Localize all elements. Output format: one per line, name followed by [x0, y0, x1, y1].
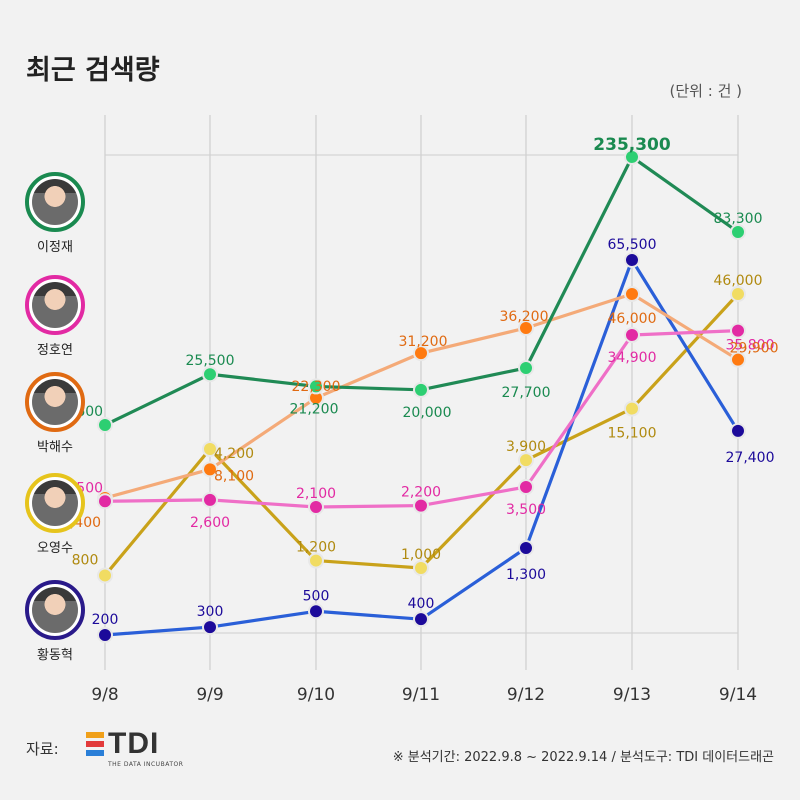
page-title: 최근 검색량 [26, 55, 160, 86]
data-label: 29,900 [730, 341, 779, 357]
data-label: 27,700 [502, 385, 551, 401]
data-point [518, 540, 534, 556]
data-point [624, 400, 640, 417]
data-point [202, 461, 218, 478]
data-label: 46,000 [608, 311, 657, 327]
data-point [202, 619, 218, 636]
avatar-photo-icon [25, 473, 85, 533]
logo-subtitle: THE DATA INCUBATOR [108, 761, 184, 768]
data-point [518, 452, 534, 469]
data-label: 46,000 [714, 273, 763, 289]
avatar-photo-icon [25, 372, 85, 432]
data-point [308, 603, 324, 620]
source-label: 자료: [26, 740, 59, 758]
data-label: 2,200 [401, 485, 441, 501]
avatar-2: 정호연 [22, 275, 88, 358]
data-point [518, 360, 534, 376]
data-point [97, 627, 113, 643]
data-point [730, 322, 746, 339]
data-point [730, 224, 746, 240]
data-label: 22,300 [292, 379, 341, 395]
data-point [97, 493, 113, 510]
data-label: 83,300 [714, 211, 763, 227]
data-label: 35,800 [726, 338, 775, 354]
data-point [308, 499, 324, 515]
logo-text: TDI [108, 727, 160, 760]
data-point [624, 252, 640, 268]
x-tick-label: 9/10 [297, 685, 335, 705]
data-label: 15,100 [608, 426, 657, 442]
avatar-1: 이정재 [22, 172, 88, 255]
data-point [518, 479, 534, 495]
data-label: 3,500 [506, 502, 546, 518]
data-label: 1,000 [401, 547, 441, 563]
data-label: 1,300 [506, 567, 546, 583]
data-label: 2,100 [296, 486, 336, 502]
analysis-note: ※ 분석기간: 2022.9.8 ~ 2022.9.14 / 분석도구: TDI… [392, 750, 774, 765]
x-tick-label: 9/9 [196, 685, 223, 705]
data-point [202, 441, 218, 457]
data-point [413, 611, 429, 628]
data-label: 200 [92, 612, 119, 628]
data-label: 36,200 [500, 309, 549, 325]
data-point [202, 491, 218, 508]
data-point [97, 417, 113, 433]
data-label: 20,000 [403, 405, 452, 421]
data-point [97, 567, 113, 584]
data-point [624, 286, 640, 302]
data-point [308, 552, 324, 569]
data-point [624, 327, 640, 343]
data-label: 21,200 [290, 401, 339, 417]
x-tick-label: 9/11 [402, 685, 440, 705]
tdi-logo: TDI THE DATA INCUBATOR [86, 727, 183, 768]
data-label: 3,900 [506, 439, 546, 455]
avatar-name: 이정재 [37, 240, 73, 255]
data-point [202, 366, 218, 383]
data-point [730, 422, 746, 439]
avatar-photo-icon [25, 172, 85, 232]
avatar-3: 박해수 [22, 372, 88, 455]
x-tick-label: 9/12 [507, 685, 545, 705]
data-label: 500 [303, 588, 330, 604]
data-label: 25,500 [186, 353, 235, 369]
data-point [413, 345, 429, 362]
logo-bars-icon [86, 732, 104, 756]
data-point [518, 320, 534, 336]
data-label: 300 [197, 604, 224, 620]
data-point [730, 351, 746, 368]
data-point [624, 149, 640, 165]
avatar-name: 정호연 [37, 343, 73, 358]
data-label: 31,200 [399, 334, 448, 350]
data-label: 8,100 [214, 468, 254, 484]
data-point [308, 378, 324, 395]
data-label: 65,500 [608, 237, 657, 253]
data-label: 800 [72, 552, 99, 568]
data-label: 34,900 [608, 350, 657, 366]
data-point [413, 560, 429, 576]
avatar-4: 오영수 [22, 473, 88, 556]
data-label: 1,200 [296, 540, 336, 556]
x-tick-label: 9/14 [719, 685, 757, 705]
data-label: 235,300 [593, 135, 671, 155]
data-label: 4,200 [214, 446, 254, 462]
data-point [413, 497, 429, 514]
data-point [730, 286, 746, 302]
x-tick-label: 9/8 [91, 685, 118, 705]
avatar-name: 오영수 [37, 541, 73, 556]
data-point [413, 381, 429, 398]
avatar-5: 황동혁 [22, 580, 88, 663]
avatar-name: 박해수 [37, 440, 73, 455]
avatar-photo-icon [25, 580, 85, 640]
avatar-photo-icon [25, 275, 85, 335]
data-label: 400 [408, 596, 435, 612]
unit-label: (단위 : 건 ) [669, 82, 742, 100]
avatar-name: 황동혁 [37, 648, 73, 663]
data-label: 2,600 [190, 515, 230, 531]
data-label: 27,400 [726, 450, 775, 466]
x-tick-label: 9/13 [613, 685, 651, 705]
